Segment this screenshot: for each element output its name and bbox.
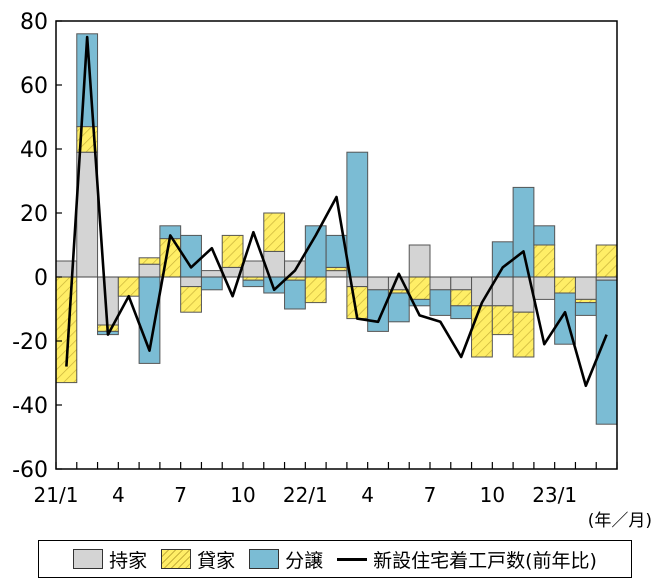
- x-tick-label: 10: [480, 483, 505, 507]
- bar-kashiya: [491, 305, 514, 336]
- legend-item-kashiya: 貸家: [161, 546, 235, 573]
- x-tick-label: 4: [361, 483, 374, 507]
- x-tick-label: 23/1: [532, 483, 577, 507]
- bar-mochiie: [574, 276, 597, 300]
- bar-bunjo: [242, 279, 265, 288]
- y-tick-label: 60: [20, 74, 48, 99]
- bar-mochiie: [242, 260, 265, 278]
- bar-bunjo: [387, 292, 410, 323]
- bar-kashiya: [512, 311, 535, 358]
- legend-label-kashiya: 貸家: [197, 549, 236, 572]
- x-tick-label: 7: [174, 483, 187, 507]
- bar-bunjo: [429, 289, 452, 316]
- x-unit-label: (年／月): [588, 511, 652, 530]
- bar-kashiya: [450, 289, 473, 307]
- legend-item-total: 新設住宅着工戸数(前年比): [337, 546, 597, 573]
- bar-mochiie: [180, 276, 202, 288]
- bar-bunjo: [200, 276, 223, 291]
- x-tick-label: 4: [112, 483, 125, 507]
- bar-kashiya: [221, 234, 244, 268]
- bar-kashiya: [554, 276, 576, 294]
- x-tick-label: 21/1: [34, 483, 79, 507]
- legend: 持家 貸家 分譲 新設住宅着工戸数(前年比): [38, 540, 632, 578]
- bars: [55, 33, 618, 425]
- bar-kashiya: [55, 276, 78, 384]
- bar-kashiya: [533, 244, 556, 278]
- y-tick-label: -20: [12, 330, 48, 355]
- y-tick-label: 80: [20, 10, 48, 35]
- bar-kashiya: [471, 305, 493, 358]
- y-tick-label: -40: [12, 394, 48, 419]
- bar-bunjo: [533, 225, 556, 246]
- bar-bunjo: [574, 302, 597, 316]
- x-tick-label: 22/1: [283, 483, 328, 507]
- bar-bunjo: [367, 289, 389, 332]
- bar-bunjo: [512, 186, 535, 278]
- x-axis: 21/1 4 7 10 22/1 4 7 10 23/1: [34, 462, 618, 507]
- bar-kashiya: [263, 212, 286, 252]
- legend-item-bunjo: 分譲: [249, 546, 323, 573]
- bar-kashiya: [304, 276, 327, 304]
- bar-mochiie: [450, 276, 473, 291]
- bar-kashiya: [117, 276, 140, 297]
- legend-item-mochiie: 持家: [73, 546, 147, 573]
- bar-kashiya: [138, 257, 161, 265]
- legend-swatch-mochiie: [73, 549, 104, 569]
- legend-swatch-bunjo: [249, 549, 280, 569]
- bar-bunjo: [491, 241, 514, 278]
- legend-label-bunjo: 分譲: [285, 549, 324, 572]
- bar-bunjo: [450, 305, 473, 320]
- x-tick-label: 7: [424, 483, 437, 507]
- y-tick-label: 40: [20, 138, 48, 163]
- bar-kashiya: [180, 286, 202, 313]
- legend-label-total: 新設住宅着工戸数(前年比): [373, 549, 597, 572]
- legend-label-mochiie: 持家: [109, 549, 148, 572]
- bar-mochiie: [429, 276, 452, 291]
- line-total-yoy: [65, 35, 608, 388]
- bar-mochiie: [408, 244, 431, 278]
- legend-line-swatch: [337, 557, 368, 561]
- y-axis-labels: -60 -40 -20 0 20 40 60 80: [12, 10, 48, 483]
- bar-bunjo: [284, 279, 306, 310]
- legend-swatch-kashiya: [161, 549, 192, 569]
- bar-mochiie: [325, 270, 348, 278]
- bar-bunjo: [346, 151, 369, 278]
- y-tick-label: 20: [20, 202, 48, 227]
- plot-border: [55, 20, 618, 470]
- bar-kashiya: [595, 244, 618, 278]
- bar-mochiie: [533, 276, 556, 300]
- plot-frame: [55, 20, 618, 470]
- y-tick-label: -60: [12, 458, 48, 483]
- bar-kashiya: [408, 276, 431, 300]
- bar-mochiie: [367, 276, 389, 291]
- line-series: [65, 35, 608, 388]
- y-tick-label: 0: [34, 266, 48, 291]
- bar-mochiie: [138, 263, 161, 278]
- x-tick-label: 10: [230, 483, 255, 507]
- bar-mochiie: [200, 270, 223, 278]
